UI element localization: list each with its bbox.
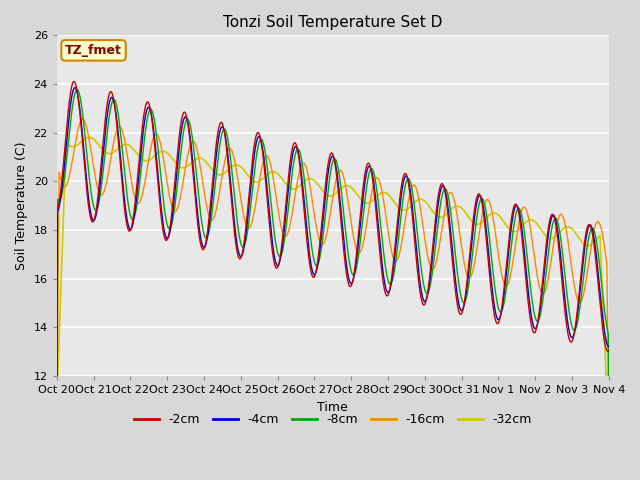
-2cm	[604, 348, 611, 354]
-32cm	[419, 197, 427, 203]
-16cm	[491, 227, 499, 232]
-16cm	[176, 196, 184, 202]
-32cm	[53, 399, 61, 405]
-2cm	[491, 315, 499, 321]
-2cm	[176, 127, 184, 133]
-4cm	[491, 306, 499, 312]
Text: TZ_fmet: TZ_fmet	[65, 44, 122, 57]
-4cm	[176, 138, 184, 144]
Title: Tonzi Soil Temperature Set D: Tonzi Soil Temperature Set D	[223, 15, 442, 30]
-8cm	[53, 430, 61, 436]
-16cm	[540, 291, 547, 297]
-8cm	[176, 157, 184, 163]
-32cm	[605, 437, 612, 443]
Line: -32cm: -32cm	[57, 137, 609, 440]
-4cm	[540, 275, 547, 281]
-8cm	[238, 243, 246, 249]
-32cm	[163, 150, 170, 156]
-8cm	[540, 291, 547, 297]
-4cm	[419, 295, 427, 301]
Y-axis label: Soil Temperature (C): Soil Temperature (C)	[15, 142, 28, 270]
-8cm	[419, 277, 427, 283]
-2cm	[605, 348, 612, 353]
-8cm	[491, 285, 499, 291]
-4cm	[238, 253, 246, 259]
-16cm	[163, 176, 170, 182]
Line: -16cm: -16cm	[57, 119, 609, 436]
-32cm	[491, 210, 499, 216]
-16cm	[53, 414, 61, 420]
X-axis label: Time: Time	[317, 400, 348, 413]
-2cm	[53, 209, 61, 215]
-2cm	[163, 238, 170, 243]
-16cm	[605, 433, 612, 439]
-2cm	[238, 252, 246, 258]
-16cm	[419, 221, 427, 227]
-32cm	[176, 164, 184, 170]
-4cm	[71, 84, 79, 90]
-2cm	[419, 301, 427, 307]
-4cm	[605, 344, 612, 349]
-32cm	[540, 230, 547, 236]
-32cm	[85, 134, 93, 140]
Line: -8cm: -8cm	[57, 90, 609, 433]
-2cm	[540, 267, 547, 273]
Line: -4cm: -4cm	[57, 87, 609, 440]
-16cm	[79, 116, 86, 122]
Legend: -2cm, -4cm, -8cm, -16cm, -32cm: -2cm, -4cm, -8cm, -16cm, -32cm	[129, 408, 537, 431]
Line: -2cm: -2cm	[57, 82, 609, 351]
-8cm	[163, 219, 170, 225]
-4cm	[163, 235, 170, 241]
-8cm	[74, 87, 81, 93]
-8cm	[605, 416, 612, 421]
-16cm	[238, 202, 246, 207]
-32cm	[238, 165, 246, 170]
-2cm	[70, 79, 78, 84]
-4cm	[53, 437, 61, 443]
